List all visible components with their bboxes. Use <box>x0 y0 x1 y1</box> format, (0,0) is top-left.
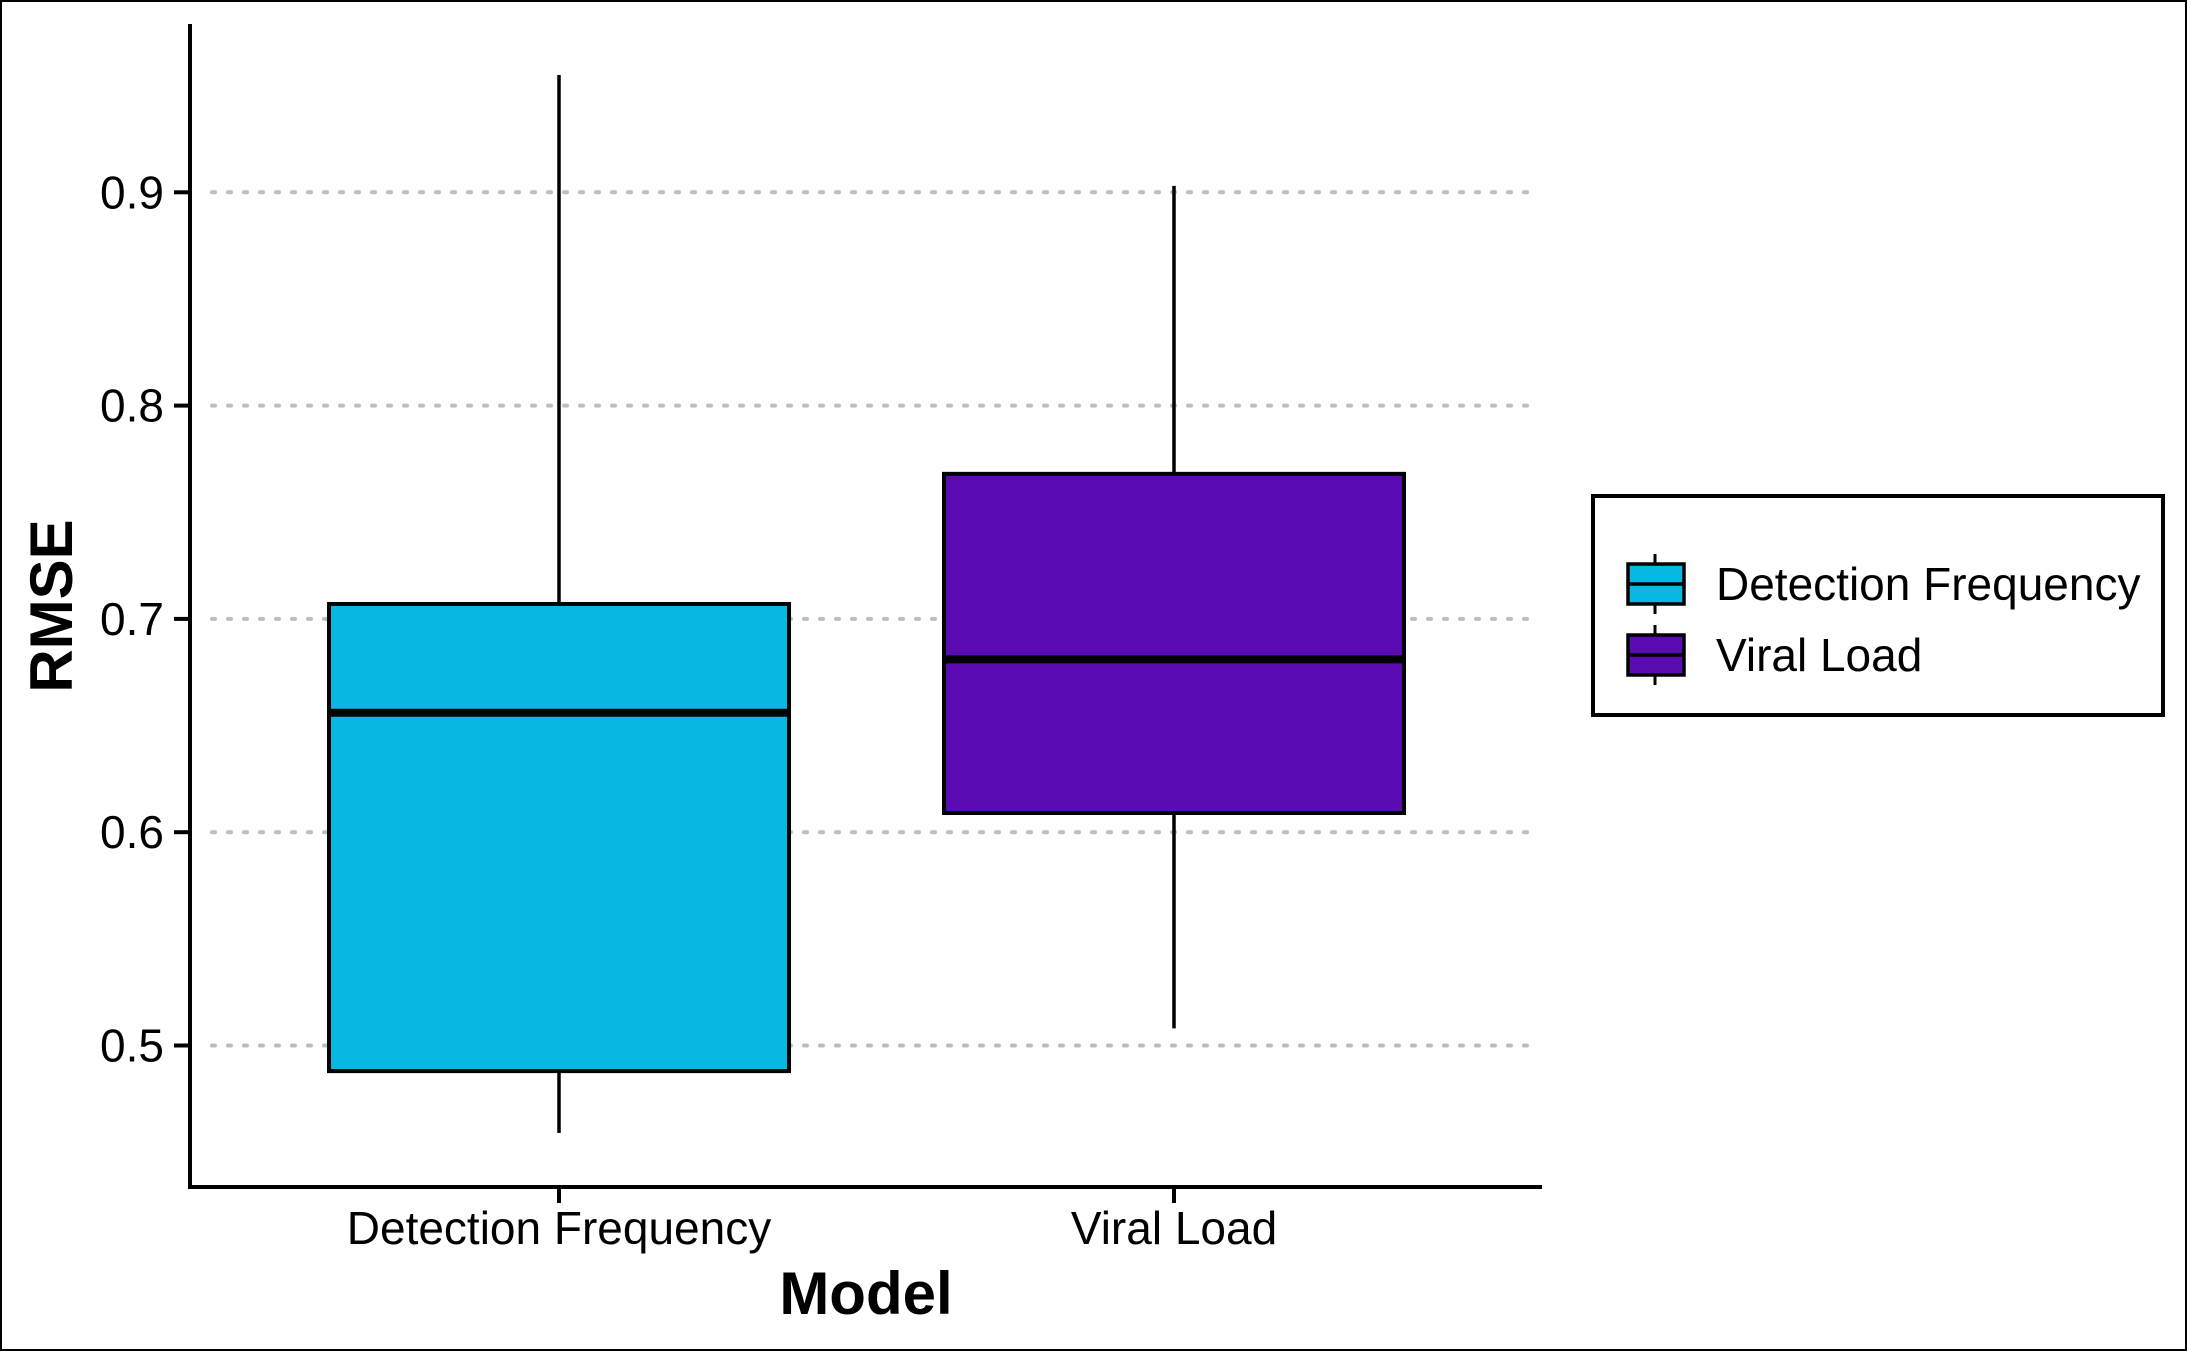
y-axis-title: RMSE <box>18 519 85 692</box>
box-body <box>942 471 1406 816</box>
y-tick-label: 0.7 <box>100 593 164 645</box>
box-body <box>327 601 791 1074</box>
box-2 <box>942 185 1406 1029</box>
y-ticks: 0.5 0.6 0.7 0.8 0.9 <box>100 166 190 1072</box>
boxes <box>327 74 1406 1133</box>
legend: Detection Frequency Viral Load <box>1591 494 2165 717</box>
axes <box>188 24 1542 1189</box>
y-tick-label: 0.9 <box>100 166 164 218</box>
y-tick-label: 0.8 <box>100 380 164 432</box>
legend-label: Detection Frequency <box>1716 558 2140 610</box>
legend-label: Viral Load <box>1716 629 1922 681</box>
legend-key-1 <box>1626 554 1686 614</box>
x-tick-label: Viral Load <box>1071 1202 1277 1254</box>
y-tick-label: 0.6 <box>100 806 164 858</box>
x-axis-title: Model <box>779 1260 952 1327</box>
legend-box <box>1591 494 2165 717</box>
box-1 <box>327 74 791 1133</box>
legend-key-2 <box>1626 625 1686 685</box>
y-tick-label: 0.5 <box>100 1020 164 1072</box>
x-ticks: Detection Frequency Viral Load <box>347 1187 1277 1254</box>
x-tick-label: Detection Frequency <box>347 1202 771 1254</box>
